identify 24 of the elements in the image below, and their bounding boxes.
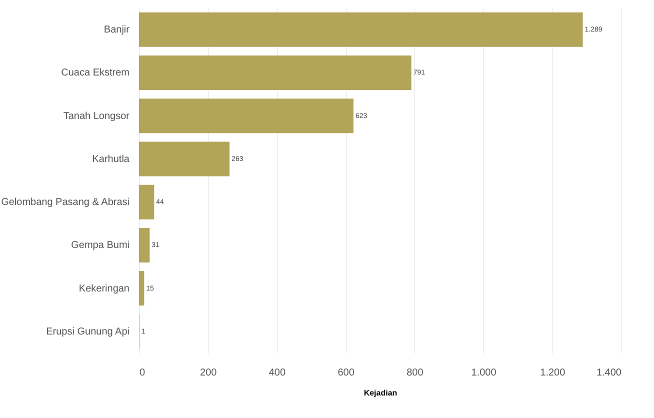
y-tick-label: Karhutla — [92, 154, 130, 165]
bar — [139, 271, 144, 306]
y-tick-label: Gempa Bumi — [71, 240, 130, 252]
bar — [139, 228, 150, 262]
x-axis-title: Kejadian — [364, 388, 398, 398]
x-tick-label: 1.000 — [471, 368, 497, 378]
y-tick-label: Tanah Longsor — [63, 110, 130, 122]
y-tick-label: Erupsi Gunung Api — [46, 326, 130, 338]
bar — [139, 184, 154, 220]
bar — [139, 12, 583, 47]
x-tick-label: 200 — [200, 368, 218, 378]
x-tick-label: 1.200 — [540, 368, 566, 378]
bar — [139, 142, 230, 176]
x-tick-label: 400 — [268, 368, 286, 378]
y-tick-label: Cuaca Ekstrem — [61, 68, 130, 79]
y-tick-label: Kekeringan — [78, 283, 130, 294]
y-tick-label: Gelombang Pasang & Abrasi — [1, 197, 130, 208]
bar — [139, 98, 354, 134]
x-tick-label: 600 — [338, 368, 355, 378]
x-tick-label: 0 — [140, 368, 146, 378]
y-tick-label: Banjir — [104, 24, 130, 36]
bar — [139, 55, 412, 90]
x-tick-label: 800 — [406, 368, 424, 378]
x-tick-label: 1.400 — [596, 368, 622, 378]
